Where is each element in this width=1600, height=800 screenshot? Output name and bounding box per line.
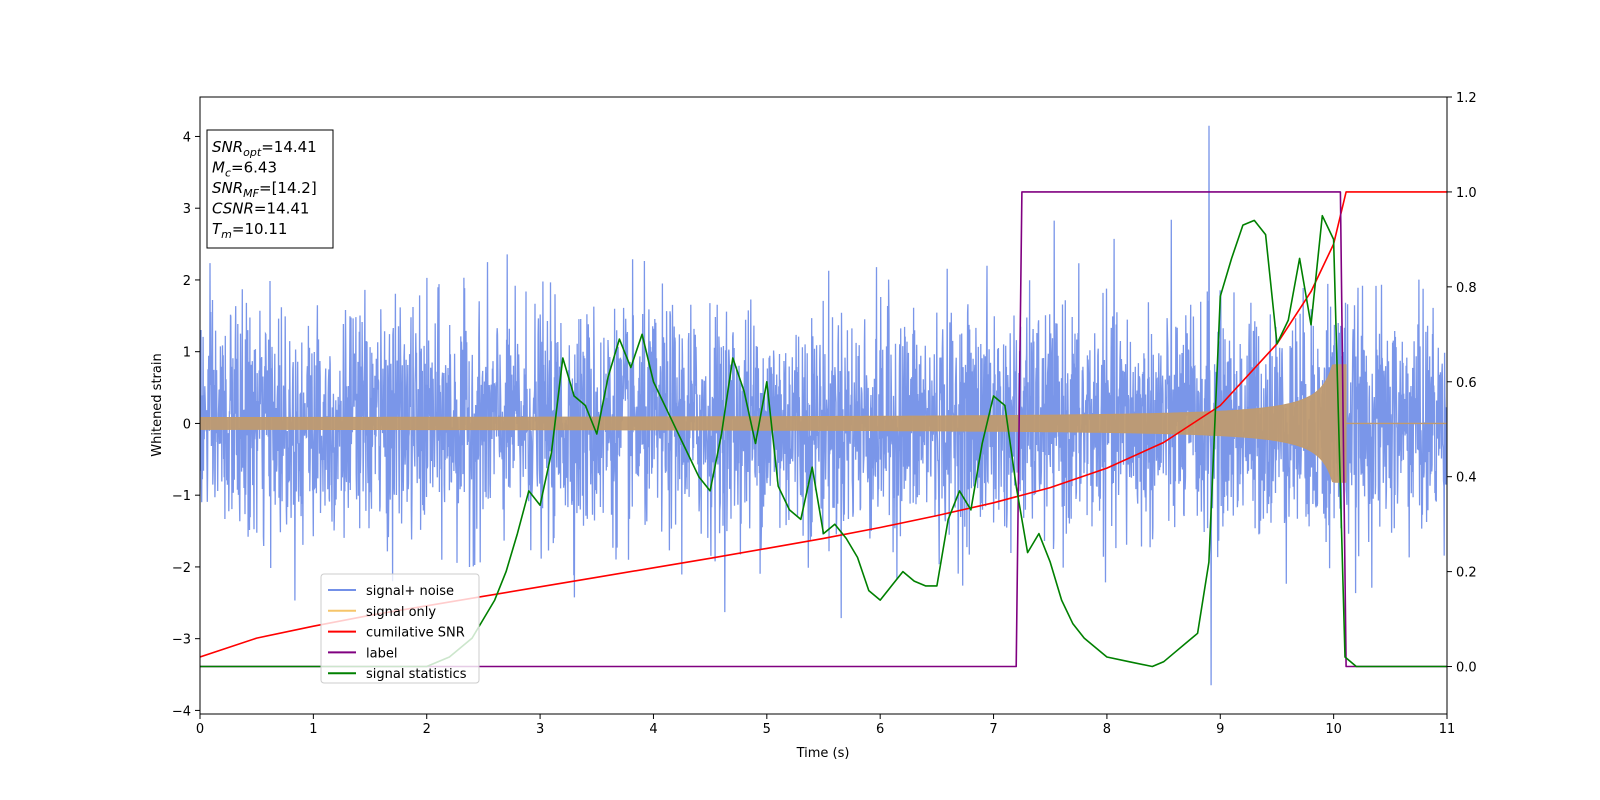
x-tick-label: 9 — [1216, 722, 1224, 737]
y2-tick-label: 0.2 — [1456, 566, 1477, 581]
legend-label: signal+ noise — [366, 584, 454, 599]
legend-item: cumilative SNR — [328, 626, 465, 641]
annotation-line: SNRopt=14.41 — [212, 138, 317, 159]
legend-item: signal statistics — [328, 667, 467, 682]
y2-tick-label: 1.0 — [1456, 186, 1477, 201]
x-axis-label: Time (s) — [796, 746, 850, 761]
y-tick-label: −2 — [172, 561, 191, 576]
x-tick-label: 4 — [649, 722, 657, 737]
x-tick-label: 10 — [1325, 722, 1342, 737]
chirp-envelope — [200, 364, 1347, 483]
series-signal-statistics — [200, 214, 1447, 668]
y2-tick-label: 0.6 — [1456, 376, 1477, 391]
y-tick-label: −1 — [172, 489, 191, 504]
y-tick-label: −4 — [172, 704, 191, 719]
plot-area — [199, 96, 1448, 715]
y-tick-label: −3 — [172, 633, 191, 648]
legend-label: label — [366, 646, 397, 661]
y-axis-left: −4 −3 −2 −1 0 1 2 3 4 — [172, 130, 200, 719]
axes-frame — [199, 96, 1448, 715]
series-line — [200, 214, 1447, 668]
legend-label: cumilative SNR — [366, 626, 465, 641]
x-tick-label: 0 — [196, 722, 204, 737]
legend-item: label — [328, 646, 397, 661]
y-tick-label: 2 — [183, 274, 191, 289]
legend-label: signal only — [366, 605, 436, 620]
y-tick-label: 0 — [183, 417, 191, 432]
y2-tick-label: 0.4 — [1456, 471, 1477, 486]
x-tick-label: 1 — [309, 722, 317, 737]
x-tick-label: 8 — [1103, 722, 1111, 737]
legend-label: signal statistics — [366, 667, 467, 682]
legend-item: signal only — [328, 605, 436, 620]
legend: signal+ noise signal only cumilative SNR la… — [320, 573, 480, 684]
annotation-line: CSNR=14.41 — [212, 200, 309, 218]
y2-tick-label: 0.0 — [1456, 661, 1477, 676]
annotation-line: SNRMF=[14.2] — [212, 179, 317, 200]
x-tick-label: 2 — [423, 722, 431, 737]
y-tick-label: 1 — [183, 346, 191, 361]
annotation-line: Mc=6.43 — [212, 159, 277, 180]
series-signal-only — [200, 364, 1447, 483]
y2-tick-label: 1.2 — [1456, 91, 1477, 106]
x-tick-label: 7 — [989, 722, 997, 737]
x-tick-label: 3 — [536, 722, 544, 737]
y-axis-right: 0.0 0.2 0.4 0.6 0.8 1.0 1.2 — [1447, 91, 1477, 676]
y-axis-label: Whitened strain — [150, 353, 165, 456]
y-tick-label: 3 — [183, 202, 191, 217]
legend-item: signal+ noise — [328, 584, 454, 599]
x-tick-label: 6 — [876, 722, 884, 737]
x-axis: 0 1 2 3 4 5 6 7 8 9 10 11 — [196, 714, 1455, 737]
x-tick-label: 11 — [1439, 722, 1456, 737]
y2-tick-label: 0.8 — [1456, 281, 1477, 296]
x-tick-label: 5 — [763, 722, 771, 737]
y-tick-label: 4 — [183, 130, 191, 145]
annotation-line: Tm=10.11 — [212, 220, 287, 241]
series-layer — [200, 125, 1447, 686]
annotation-box: SNRopt=14.41Mc=6.43SNRMF=[14.2]CSNR=14.4… — [206, 129, 334, 249]
